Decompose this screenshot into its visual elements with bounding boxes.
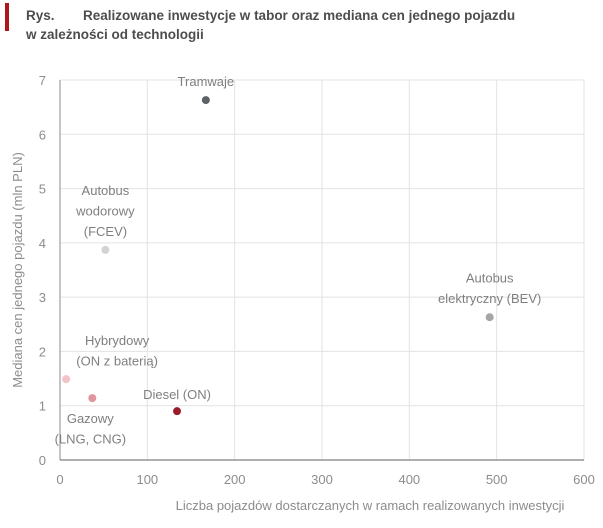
data-labels: Tramwaje Autobus wodorowy (FCEV) Autobus elek… — [55, 74, 542, 447]
data-label: Tramwaje — [178, 74, 235, 89]
data-point — [101, 245, 110, 254]
y-tick-label: 7 — [39, 73, 46, 88]
data-point — [201, 96, 210, 105]
y-tick-label: 1 — [39, 399, 46, 414]
x-tick-label: 200 — [224, 472, 246, 487]
data-label: Gazowy — [67, 411, 114, 426]
y-tick-label: 0 — [39, 453, 46, 468]
y-tick-label: 4 — [39, 236, 46, 251]
gridlines — [60, 79, 585, 460]
y-axis-label: Mediana cen jednego pojazdu (mln PLN) — [10, 152, 25, 388]
data-points — [62, 96, 494, 416]
y-tick-label: 6 — [39, 127, 46, 142]
x-axis-label: Liczba pojazdów dostarczanych w ramach r… — [176, 498, 565, 513]
data-label: Autobus — [466, 271, 514, 286]
chart-title: Rys. Realizowane inwestycje w tabor oraz … — [26, 6, 515, 44]
x-tick-label: 500 — [486, 472, 508, 487]
title-line-2: w zależności od technologii — [26, 27, 204, 42]
x-tick-label: 0 — [56, 472, 63, 487]
data-label: (ON z baterią) — [76, 354, 158, 369]
tick-labels: 0 1 2 3 4 5 6 7 0 100 200 300 400 500 600 — [39, 73, 595, 487]
x-tick-label: 400 — [398, 472, 420, 487]
data-point — [173, 407, 182, 416]
data-label: Autobus — [82, 183, 130, 198]
x-tick-label: 100 — [136, 472, 158, 487]
x-tick-label: 600 — [573, 472, 595, 487]
data-label: (LNG, CNG) — [55, 432, 127, 447]
axes — [59, 80, 584, 461]
figure-prefix: Rys. — [26, 8, 55, 23]
data-label: Diesel (ON) — [143, 387, 211, 402]
data-label: wodorowy — [75, 203, 135, 218]
data-point — [485, 313, 494, 322]
y-tick-label: 2 — [39, 344, 46, 359]
data-point — [62, 375, 71, 384]
y-tick-label: 5 — [39, 182, 46, 197]
data-label: elektryczny (BEV) — [438, 291, 541, 306]
data-label: Hybrydowy — [85, 333, 150, 348]
title-line-1: Realizowane inwestycje w tabor oraz medi… — [83, 8, 516, 23]
x-tick-label: 300 — [311, 472, 333, 487]
data-point — [88, 394, 97, 403]
data-label: (FCEV) — [84, 224, 127, 239]
y-tick-label: 3 — [39, 290, 46, 305]
title-accent-bar — [5, 3, 9, 31]
